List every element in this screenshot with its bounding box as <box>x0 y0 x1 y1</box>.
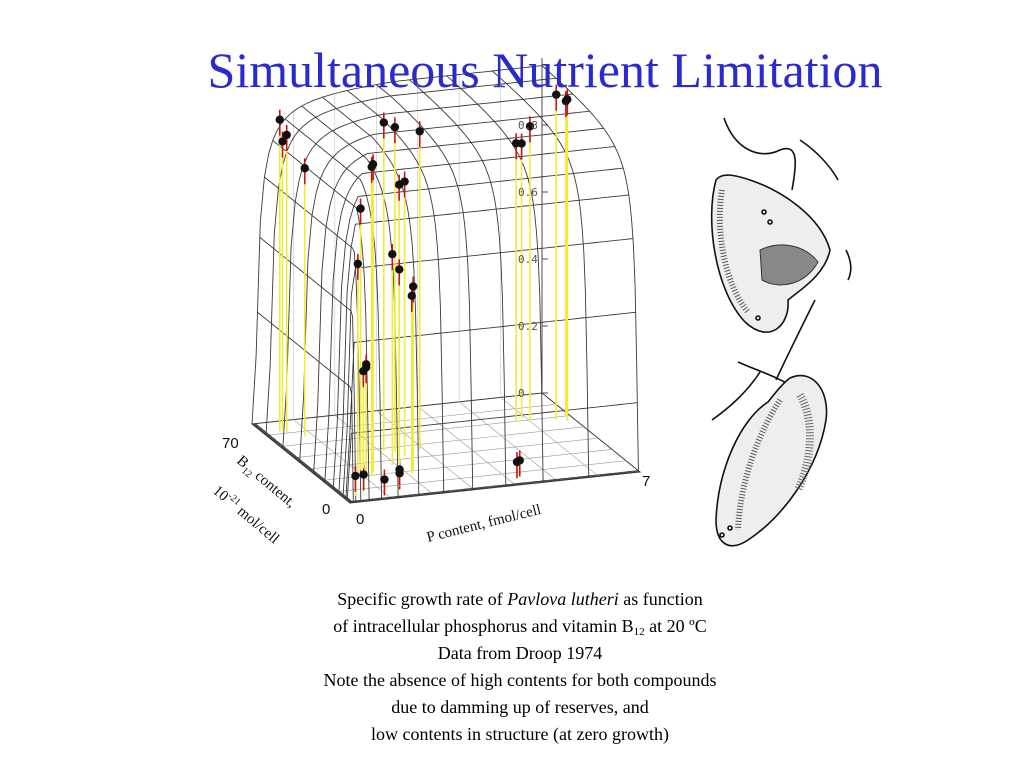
data-point <box>395 465 404 474</box>
slide-title: Simultaneous Nutrient Limitation <box>207 42 883 98</box>
flagellum-top-2 <box>799 139 839 181</box>
data-point <box>300 164 309 173</box>
z-axis: 0 0.2 0.4 0.6 0.8 <box>518 58 548 400</box>
lower-cell-dot <box>719 532 725 538</box>
surface-plot: 0 0.2 0.4 0.6 0.8 7 0 0 70 P content, fmol/c… <box>209 58 852 547</box>
z-tick-label: 0 <box>518 387 525 400</box>
lower-cell-body <box>715 374 828 547</box>
upper-cell-stipple <box>716 189 751 314</box>
z-tick-label: 0.4 <box>518 253 538 266</box>
mesh-line-x <box>284 118 384 500</box>
z-tick-label: 0.2 <box>518 320 538 333</box>
mesh-line-x <box>492 70 591 478</box>
mesh-line-y <box>313 127 604 474</box>
mesh-line-x <box>255 423 354 503</box>
base-grid-line <box>376 410 475 490</box>
pavlova-cell-illustration <box>710 117 852 547</box>
data-point <box>359 366 368 376</box>
caption-line-6: low contents in structure (at zero growt… <box>371 724 669 744</box>
caption-line-3: Data from Droop 1974 <box>437 643 603 663</box>
data-point <box>278 137 287 146</box>
data-point <box>525 122 535 131</box>
y-tick-max: 70 <box>222 435 239 452</box>
data-point <box>400 177 409 186</box>
data-point <box>517 139 526 148</box>
base-outline <box>250 392 642 504</box>
base-grid-line <box>417 406 516 486</box>
mesh-line-y <box>342 238 634 498</box>
data-point <box>368 160 378 169</box>
mesh-line-x <box>272 140 371 502</box>
data-point <box>282 130 291 140</box>
data-point <box>380 475 389 484</box>
data-point <box>561 96 571 106</box>
mesh-line-x <box>541 65 641 473</box>
data-point <box>408 282 418 291</box>
caption-line-4: Note the absence of high contents for bo… <box>323 670 717 690</box>
data-points <box>275 90 572 484</box>
mesh-line-y <box>299 110 590 463</box>
surface-mesh <box>251 65 641 504</box>
back-walls <box>293 65 543 420</box>
mesh-line-x <box>376 84 475 491</box>
base-grid-line <box>321 449 613 481</box>
base-grid-line <box>293 419 392 499</box>
mesh-line-x <box>253 423 353 504</box>
mesh-line-x <box>409 79 508 487</box>
mesh-line-y <box>332 167 624 490</box>
z-tick-label: 0.8 <box>518 119 538 132</box>
data-point <box>515 456 524 465</box>
caption-line-5: due to damming up of reserves, and <box>391 697 649 717</box>
lower-cell-chloroplast <box>794 392 814 492</box>
mesh-line-x <box>264 176 363 503</box>
base-grid-line <box>279 415 571 447</box>
flagellum-mid <box>775 299 816 381</box>
data-point <box>390 123 400 132</box>
data-point <box>379 118 388 127</box>
mesh-line-x <box>347 90 446 494</box>
figure-caption: Specific growth rate of Pavlova lutheri … <box>200 586 840 748</box>
flagellum-lower-2 <box>711 371 761 421</box>
mesh-line-y <box>251 65 543 425</box>
base-grid-line <box>293 426 585 459</box>
mesh-line-y <box>349 470 640 503</box>
mesh-line-y <box>338 194 629 495</box>
data-point <box>388 249 397 259</box>
data-point <box>275 115 284 124</box>
caption-line-1: Specific growth rate of Pavlova lutheri … <box>337 589 703 609</box>
flagellum-tip <box>845 249 852 281</box>
upper-cell-dot <box>761 209 767 215</box>
base-grid-line <box>307 437 599 470</box>
x-axis-label: P content, fmol/cell <box>425 502 543 546</box>
flagellum-top <box>723 117 797 191</box>
mesh-line-y <box>348 470 639 503</box>
base-grid <box>250 392 642 504</box>
lower-cell-stipple <box>735 398 783 531</box>
data-point <box>353 259 363 268</box>
mesh-line-y <box>282 93 573 449</box>
mesh-line-x <box>446 75 545 483</box>
lower-cell-dot <box>727 525 733 531</box>
data-point <box>395 265 404 274</box>
data-point <box>351 471 360 481</box>
x-tick-min: 0 <box>356 511 364 528</box>
data-point <box>407 291 416 301</box>
data-point <box>359 470 368 479</box>
y-tick-min: 0 <box>322 501 330 518</box>
mesh-line-y <box>265 77 557 436</box>
data-point <box>356 204 365 213</box>
x-tick-max: 7 <box>642 473 650 490</box>
caption-line-2: of intracellular phosphorus and vitamin … <box>333 616 707 638</box>
z-tick-label: 0.6 <box>518 186 538 199</box>
base-grid-line <box>334 414 434 495</box>
species-name: Pavlova lutheri <box>507 589 619 609</box>
mesh-line-x <box>252 423 352 504</box>
upper-cell-chloroplast <box>759 244 819 286</box>
data-point <box>552 90 561 99</box>
base-grid-line <box>458 401 558 482</box>
upper-cell-dot <box>755 315 761 321</box>
data-point <box>415 127 424 136</box>
upper-cell-dot <box>767 219 773 225</box>
